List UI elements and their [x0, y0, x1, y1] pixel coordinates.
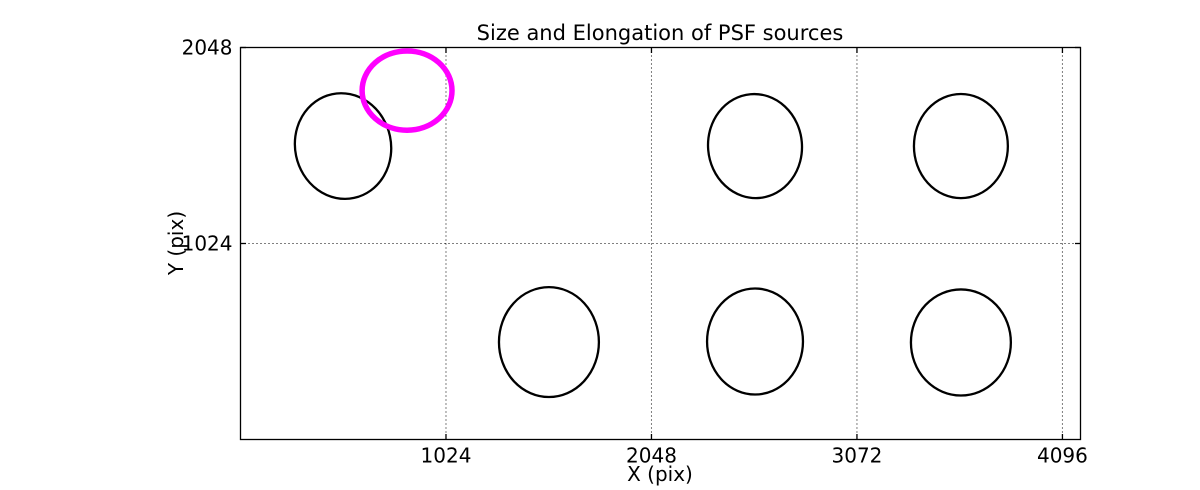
psf-source-ellipse — [909, 288, 1013, 397]
psf-source-ellipse — [706, 92, 804, 200]
psf-source-ellipse — [497, 285, 601, 399]
x-tick-label: 4096 — [1037, 444, 1088, 468]
chart-title: Size and Elongation of PSF sources — [476, 21, 844, 45]
psf-source-ellipse — [705, 287, 805, 396]
y-tick-label: 1024 — [182, 232, 233, 256]
x-tick-label: 1024 — [421, 444, 472, 468]
y-tick-label: 2048 — [182, 36, 233, 60]
psf-source-ellipse — [293, 92, 393, 201]
x-axis-title: X (pix) — [627, 462, 693, 486]
psf-source-ellipse — [912, 92, 1010, 200]
x-tick-label: 2048 — [626, 444, 677, 468]
y-axis-title: Y (pix) — [164, 210, 188, 276]
psf-source-ellipse-highlighted — [359, 48, 455, 133]
x-tick-label: 3072 — [832, 444, 883, 468]
